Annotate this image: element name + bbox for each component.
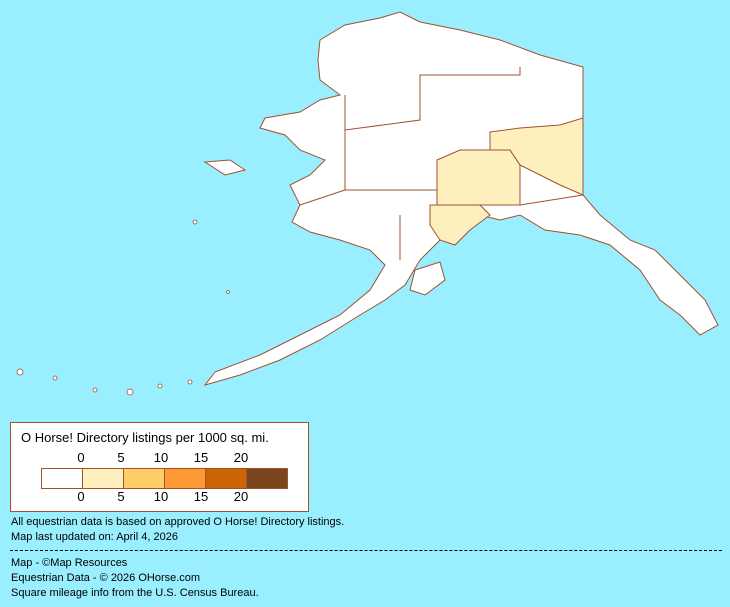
borough-borders [299, 67, 584, 260]
alaska-map [16, 11, 719, 396]
swatch [124, 469, 165, 488]
legend-color-scale [41, 468, 288, 489]
region-southeast-fairbanks [489, 117, 584, 196]
kodiak-island [409, 261, 446, 296]
swatch [206, 469, 247, 488]
swatch [165, 469, 206, 488]
tick: 15 [193, 489, 209, 504]
swatch [42, 469, 83, 488]
swatch [247, 469, 287, 488]
tick: 15 [193, 450, 209, 465]
tick: 10 [153, 489, 169, 504]
tick: 20 [233, 450, 249, 465]
divider [10, 550, 722, 551]
tick: 10 [153, 450, 169, 465]
tick: 5 [117, 489, 125, 504]
data-credit: Equestrian Data - © 2026 OHorse.com [11, 572, 201, 584]
last-updated: Map last updated on: April 4, 2026 [11, 531, 178, 543]
region-anchorage-matsu [429, 204, 491, 246]
tick: 20 [233, 489, 249, 504]
tick: 0 [77, 450, 85, 465]
census-credit: Square mileage info from the U.S. Census… [11, 587, 259, 599]
legend: O Horse! Directory listings per 1000 sq.… [10, 422, 309, 512]
st-lawrence-island [203, 159, 247, 176]
tick: 0 [77, 489, 85, 504]
data-note: All equestrian data is based on approved… [11, 516, 345, 528]
tick: 5 [117, 450, 125, 465]
map-credit: Map - ©Map Resources [11, 557, 128, 569]
legend-title: O Horse! Directory listings per 1000 sq.… [21, 430, 269, 445]
region-fairbanks [436, 149, 521, 206]
swatch [83, 469, 124, 488]
